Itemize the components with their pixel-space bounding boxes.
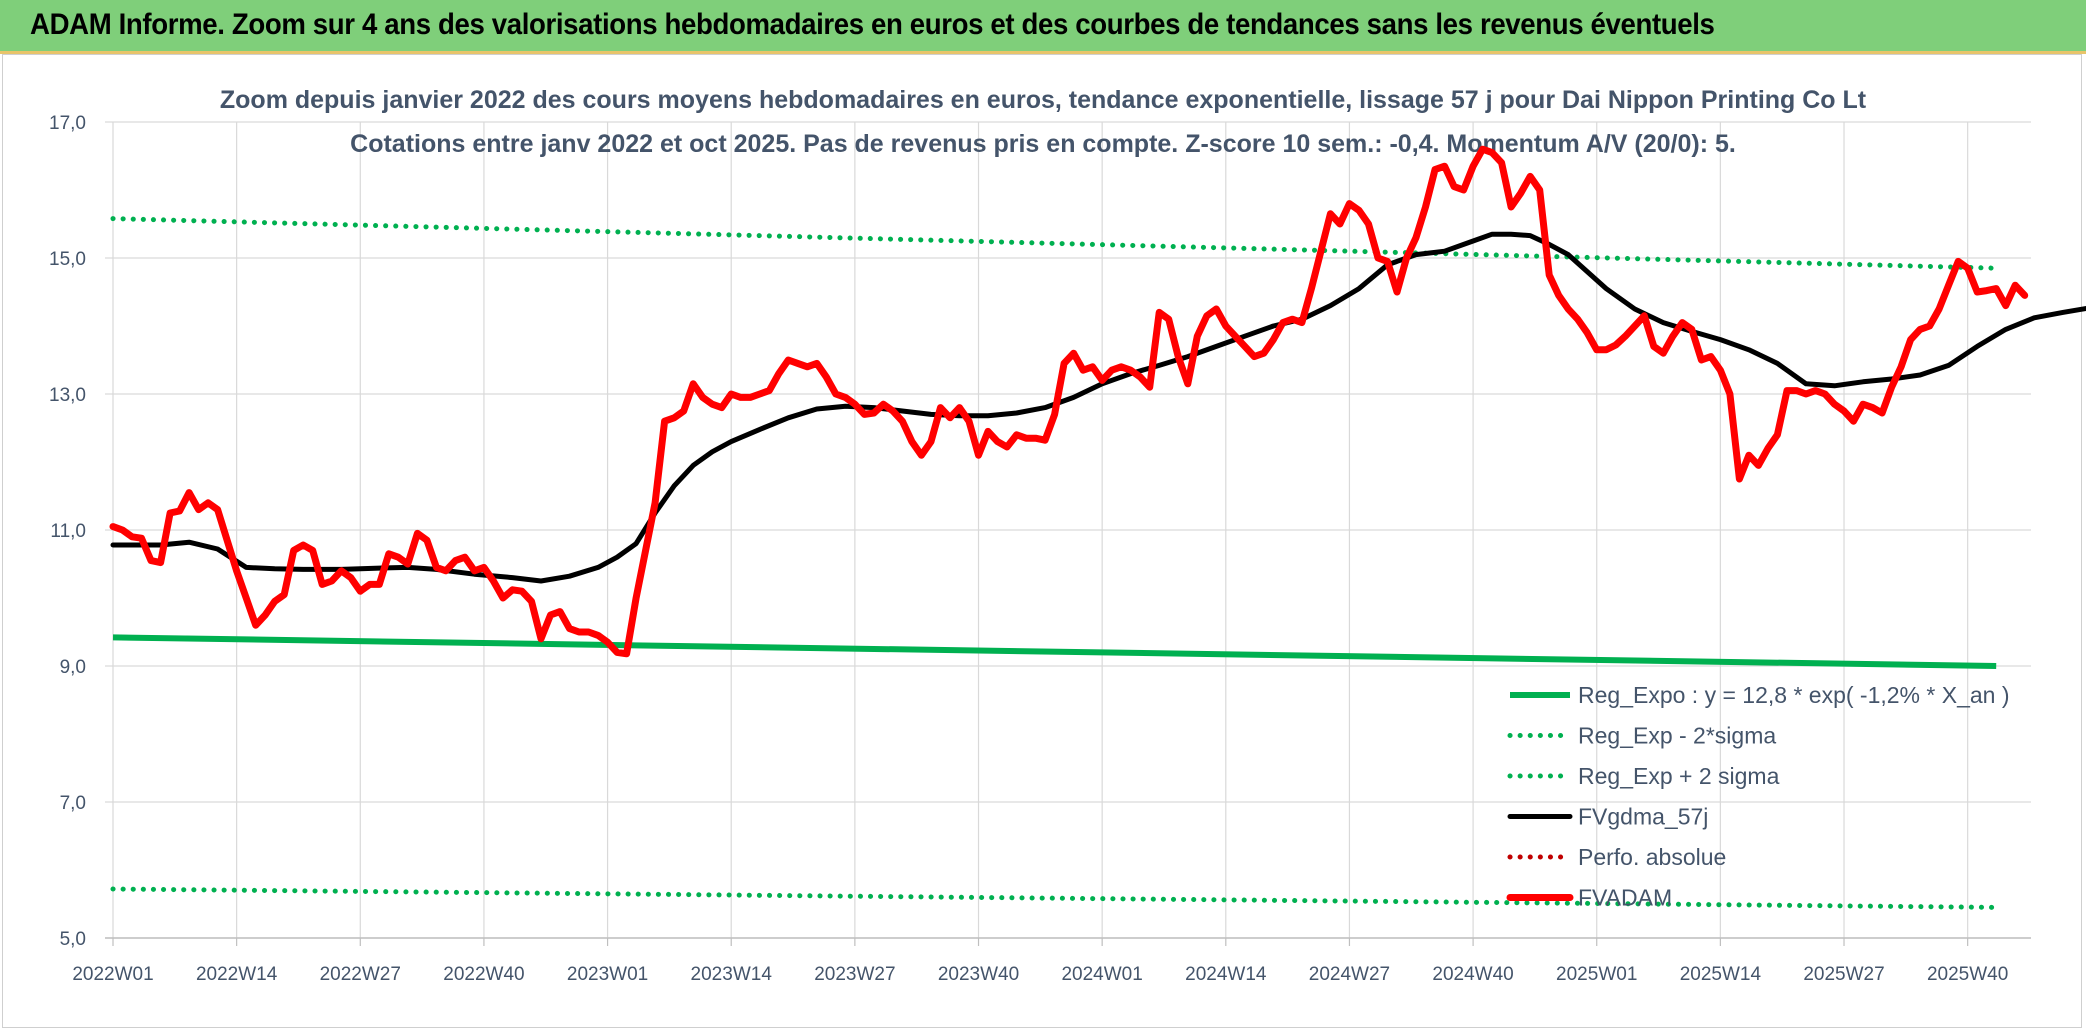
x-tick-label: 2022W14 (196, 964, 278, 985)
y-tick-label: 17,0 (49, 113, 86, 134)
report-title: ADAM Informe. Zoom sur 4 ans des valoris… (30, 8, 1715, 41)
series-line-1 (112, 634, 1997, 669)
y-axis: 5,0 7,0 9,0 11,0 13,0 15,0 17,0 (49, 113, 86, 950)
x-tick-label: 2024W40 (1432, 964, 1513, 985)
y-tick-label: 7,0 (60, 793, 86, 814)
series-line-2 (110, 886, 1999, 910)
legend-label-3: Reg_Exp + 2 sigma (1578, 763, 1780, 789)
x-tick-label: 2024W01 (1061, 964, 1142, 985)
x-tick-label: 2022W40 (443, 964, 524, 985)
y-tick-label: 15,0 (49, 249, 86, 270)
x-tick-label: 2022W01 (72, 964, 153, 985)
x-tick-label: 2025W27 (1803, 964, 1884, 985)
y-tick-label: 9,0 (60, 657, 86, 678)
legend-label-2: Reg_Exp - 2*sigma (1578, 723, 1776, 749)
legend-label-6: FVADAM (1578, 885, 1672, 911)
x-tick-label: 2023W27 (814, 964, 895, 985)
chart-subtitle: Cotations entre janv 2022 et oct 2025. P… (350, 130, 1736, 158)
legend-label-1: Reg_Expo : y = 12,8 * exp( -1,2% * X_an … (1578, 682, 2010, 708)
series-line-3 (110, 216, 1999, 271)
legend-label-5: Perfo. absolue (1578, 844, 1726, 870)
series-line-6 (109, 145, 2029, 658)
x-tick-label: 2022W27 (320, 964, 401, 985)
chart-frame (2, 54, 2082, 1028)
chart-legend: Reg_Expo : y = 12,8 * exp( -1,2% * X_an … (1506, 682, 2010, 911)
report-banner: ADAM Informe. Zoom sur 4 ans des valoris… (0, 0, 2086, 54)
series-group (109, 145, 2086, 910)
x-tick-label: 2023W40 (938, 964, 1019, 985)
x-tick-label: 2023W01 (567, 964, 648, 985)
y-tick-label: 13,0 (49, 385, 86, 406)
legend-label-4: FVgdma_57j (1578, 804, 1708, 830)
x-tick-label: 2025W40 (1927, 964, 2008, 985)
chart-grid (105, 121, 2031, 946)
y-tick-label: 11,0 (50, 521, 86, 542)
chart-title: Zoom depuis janvier 2022 des cours moyen… (220, 86, 1867, 114)
x-tick-label: 2024W14 (1185, 964, 1267, 985)
x-tick-label: 2023W14 (691, 964, 773, 985)
y-tick-label: 5,0 (60, 929, 86, 950)
x-tick-label: 2025W01 (1556, 964, 1637, 985)
x-tick-label: 2024W27 (1309, 964, 1390, 985)
x-tick-label: 2025W14 (1680, 964, 1762, 985)
x-axis: 2022W01 2022W14 2022W27 2022W40 2023W01 2023W… (72, 964, 2008, 985)
series-line-4 (110, 231, 2086, 584)
